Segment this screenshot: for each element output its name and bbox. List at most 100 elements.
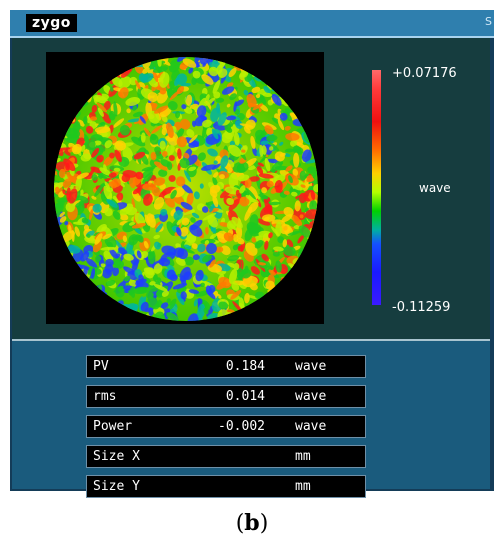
surface-texture-blob [97, 107, 104, 117]
surface-texture-blob [300, 276, 313, 286]
surface-texture-blob [75, 286, 81, 302]
surface-texture-blob [93, 307, 100, 321]
surface-texture-blob [225, 115, 237, 121]
surface-texture-blob [226, 127, 233, 133]
surface-texture-blob [144, 306, 154, 313]
caption-open: ( [235, 511, 245, 536]
surface-texture-blob [54, 280, 65, 292]
surface-texture-blob [79, 61, 88, 72]
surface-texture-blob [287, 230, 301, 236]
surface-texture-blob [93, 140, 102, 146]
surface-texture-blob [74, 301, 80, 307]
surface-texture-blob [201, 74, 214, 85]
surface-texture-blob [252, 147, 258, 157]
surface-texture-blob [166, 298, 171, 303]
surface-texture-blob [103, 185, 112, 201]
surface-texture-blob [265, 280, 275, 290]
surface-texture-blob [71, 79, 83, 94]
surface-texture-blob [86, 81, 93, 87]
surface-texture-blob [153, 177, 166, 186]
surface-texture-blob [67, 245, 81, 254]
surface-texture-blob [122, 170, 137, 178]
surface-texture-blob [69, 271, 78, 282]
surface-texture-blob [274, 151, 285, 162]
surface-texture-blob [299, 257, 308, 269]
readout-value: 0.014 [225, 389, 265, 404]
surface-texture-blob [202, 119, 212, 128]
surface-texture-blob [131, 136, 146, 147]
surface-texture-blob [268, 77, 277, 84]
surface-texture-blob [77, 58, 89, 73]
surface-texture-blob [259, 94, 267, 105]
surface-texture-blob [70, 84, 80, 94]
surface-texture-blob [289, 293, 302, 301]
surface-texture-blob [259, 299, 270, 308]
surface-texture-blob [207, 148, 218, 157]
surface-texture-blob [156, 285, 169, 296]
surface-texture-blob [54, 300, 60, 309]
surface-texture-blob [276, 302, 289, 313]
surface-texture-blob [300, 184, 306, 188]
surface-texture-blob [226, 197, 234, 205]
surface-texture-blob [143, 240, 149, 249]
surface-texture-blob [285, 132, 300, 141]
surface-texture-blob [289, 85, 295, 91]
surface-texture-blob [260, 140, 269, 145]
surface-texture-blob [268, 232, 273, 239]
surface-texture-blob [54, 202, 64, 213]
surface-texture-blob [308, 66, 318, 75]
surface-texture-blob [233, 101, 238, 112]
surface-texture-blob [179, 226, 189, 237]
surface-texture-blob [112, 266, 120, 277]
surface-texture-blob [181, 104, 187, 110]
surface-texture-blob [95, 255, 102, 263]
zygo-window: zygo S +0.07176 wave -0.11259 [10, 10, 494, 498]
surface-texture-blob [191, 76, 198, 85]
surface-texture-blob [266, 180, 274, 188]
surface-texture-blob [59, 216, 67, 223]
readout-row-power: Power -0.002 wave [86, 415, 366, 438]
surface-texture-blob [74, 282, 84, 290]
surface-texture-blob [115, 253, 121, 259]
surface-texture-blob [94, 184, 104, 197]
surface-texture-blob [310, 79, 318, 96]
surface-texture-blob [209, 233, 217, 239]
surface-texture-blob [65, 57, 74, 62]
surface-texture-blob [55, 291, 61, 299]
surface-texture-blob [192, 70, 201, 79]
surface-texture-blob [272, 174, 286, 184]
surface-texture-blob [226, 103, 231, 108]
surface-texture-blob [286, 292, 293, 298]
surface-texture-blob [91, 147, 100, 158]
surface-texture-blob [154, 152, 164, 160]
surface-texture-blob [64, 221, 69, 226]
surface-texture-blob [105, 258, 114, 267]
surface-texture-blob [90, 77, 96, 83]
surface-texture-blob [278, 308, 288, 319]
surface-texture-blob [195, 269, 204, 282]
surface-texture-blob [306, 242, 318, 251]
surface-texture-blob [253, 62, 261, 68]
surface-texture-blob [54, 58, 59, 65]
surface-texture-blob [91, 305, 101, 315]
surface-texture-blob [286, 73, 297, 84]
surface-texture-blob [299, 214, 304, 219]
surface-texture-blob [96, 75, 106, 85]
surface-texture-blob [160, 302, 169, 309]
surface-texture-blob [63, 254, 69, 261]
surface-texture-blob [100, 246, 116, 251]
surface-texture-blob [154, 221, 162, 230]
surface-texture-blob [59, 211, 65, 218]
surface-texture-blob [310, 230, 318, 238]
surface-texture-blob [277, 313, 287, 321]
surface-texture-blob [211, 128, 219, 140]
surface-texture-blob [68, 188, 78, 204]
surface-texture-blob [285, 57, 295, 67]
surface-texture-blob [84, 295, 98, 303]
surface-texture-blob [172, 283, 188, 290]
caption-letter: b [244, 510, 260, 536]
surface-texture-blob [181, 217, 190, 226]
surface-texture-blob [177, 248, 188, 260]
surface-texture-blob [55, 130, 63, 139]
surface-texture-blob [56, 92, 68, 98]
